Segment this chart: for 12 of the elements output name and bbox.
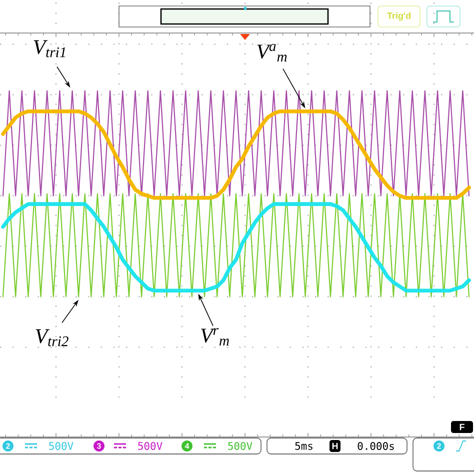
text: 500V: [138, 442, 162, 450]
text: 5ms: [295, 442, 312, 450]
text: 500V: [228, 442, 252, 450]
text: 0.000s: [358, 442, 394, 450]
series-label: V$_{tri2}$: [36, 329, 68, 346]
series-label: V$^{r}$m: [201, 328, 229, 346]
text: F: [460, 424, 464, 430]
series-label: V$_{tri1}$: [34, 40, 66, 58]
text: 500V: [49, 442, 74, 450]
text: H: [332, 442, 338, 450]
text: V$^{a}$m: [257, 44, 287, 62]
text: Trig'd: [387, 12, 410, 21]
